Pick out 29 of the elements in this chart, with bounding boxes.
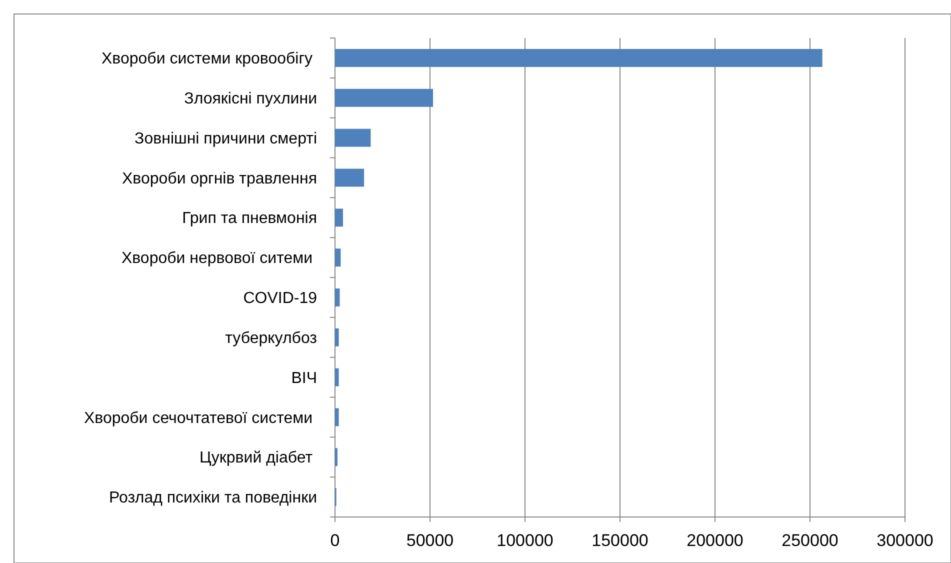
bar xyxy=(335,168,364,187)
y-tick-label: Зовнішні причини смерті xyxy=(134,130,317,148)
y-tick-label: Розлад психіки та поведінки xyxy=(109,490,317,507)
y-tick-label: туберкулбоз xyxy=(225,330,317,347)
bar xyxy=(335,368,339,386)
y-tick-label: ВІЧ xyxy=(291,370,317,387)
bar xyxy=(335,208,343,227)
x-tick-label: 300000 xyxy=(876,531,934,550)
bar xyxy=(335,128,371,147)
x-tick-label: 50000 xyxy=(406,531,454,550)
x-tick-label: 0 xyxy=(330,531,340,550)
y-tick-label: Хвороби системи кровообігу xyxy=(101,50,317,68)
y-tick-label: Злоякісні пухлини xyxy=(184,90,317,108)
y-tick-label: Цукрвий діабет xyxy=(200,450,317,467)
y-tick-label: Грип та пневмонія xyxy=(182,210,317,228)
bar xyxy=(335,328,339,346)
y-tick-label: Хвороби сечочтатевої системи xyxy=(84,410,317,427)
x-tick-label: 250000 xyxy=(782,531,838,550)
y-tick-label: Хвороби оргнів травлення xyxy=(122,170,317,188)
x-tick-label: 100000 xyxy=(496,531,554,550)
y-tick-label: Хвороби нервової ситеми xyxy=(121,250,317,268)
bar xyxy=(335,248,341,267)
x-tick-label: 150000 xyxy=(592,531,648,550)
bar xyxy=(335,88,434,107)
y-tick-label: COVID-19 xyxy=(243,290,318,308)
bar xyxy=(335,288,340,306)
bar xyxy=(335,408,339,426)
bar xyxy=(335,48,822,67)
x-tick-label: 200000 xyxy=(686,531,744,550)
